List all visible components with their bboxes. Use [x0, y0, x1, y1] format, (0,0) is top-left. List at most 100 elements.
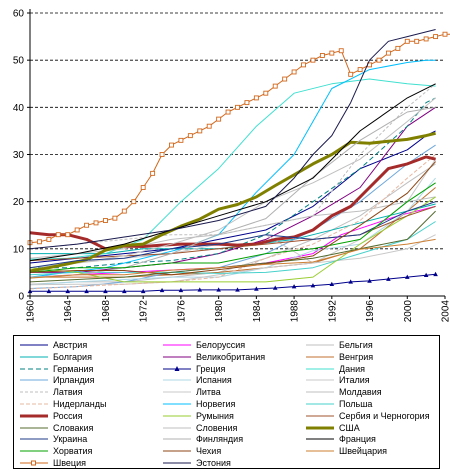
legend-swatch: [20, 414, 48, 418]
series-lines: [27, 29, 450, 294]
data-point: [395, 45, 401, 51]
legend-label: Молдавия: [339, 387, 382, 398]
legend-label: Словакия: [53, 422, 94, 433]
legend-label: Нидерланды: [53, 399, 107, 409]
series-line-27: [29, 182, 436, 273]
y-tick-labels: 0 10 20 30 40 50 60: [13, 9, 25, 303]
data-point: [348, 279, 353, 284]
legend-label: Словения: [196, 422, 238, 433]
y-tick-label: 60: [13, 9, 25, 20]
data-point: [329, 50, 335, 56]
legend-swatch: [306, 426, 334, 430]
data-point: [169, 142, 174, 148]
legend-label: Германия: [53, 363, 94, 374]
legend-swatch: [306, 356, 334, 358]
legend-swatch: [20, 368, 48, 370]
x-tick-label: 1960: [26, 300, 37, 323]
data-point: [329, 281, 335, 287]
series-line-12: [29, 83, 436, 250]
legend-swatch: [163, 462, 191, 464]
data-point: [348, 71, 354, 77]
y-tick-label: 10: [13, 244, 25, 255]
legend-swatch: [163, 391, 191, 393]
x-tick-labels: 1960 1964 1968 1972 1976 1980 1984 1988 1992 1996…: [26, 300, 450, 323]
data-point: [310, 57, 316, 63]
y-tick-label: 20: [13, 197, 25, 208]
legend-label: Греция: [196, 363, 226, 374]
data-point: [319, 53, 325, 58]
data-point: [235, 287, 240, 292]
x-tick-label: 1968: [101, 300, 112, 323]
legend-label: Италия: [339, 375, 370, 386]
data-point: [55, 232, 61, 238]
legend-swatch: [20, 344, 48, 346]
data-point: [338, 48, 344, 54]
series-line-0: [29, 130, 436, 264]
data-point: [225, 109, 231, 115]
data-point: [103, 218, 108, 223]
data-point: [140, 185, 146, 190]
data-point: [367, 278, 372, 283]
legend-label: Норвегия: [196, 399, 236, 409]
data-point: [253, 95, 259, 101]
legend-swatch: [163, 427, 191, 429]
legend: Австрия Белоруссия Бельгия Болгария Великобр…: [13, 335, 440, 469]
x-tick-label: 1980: [214, 300, 225, 323]
legend-swatch: [163, 438, 191, 440]
data-point: [263, 90, 269, 96]
series-line-21: [29, 210, 436, 283]
series-line-11: [29, 234, 436, 286]
legend-label: Франция: [339, 434, 376, 445]
data-point: [423, 272, 429, 278]
legend-label: Австрия: [53, 340, 88, 350]
legend-label: Польша: [339, 399, 373, 409]
legend-label: Испания: [196, 375, 232, 386]
legend-swatch: [20, 356, 48, 358]
x-tick-label: 1964: [63, 300, 74, 323]
legend-label: Эстония: [196, 458, 231, 468]
series-line-15: [29, 154, 436, 290]
data-point: [65, 288, 71, 294]
legend-label: Финляндия: [196, 434, 244, 445]
data-point: [235, 104, 240, 110]
legend-label: Швейцария: [339, 446, 388, 457]
legend-label: Белоруссия: [196, 340, 246, 350]
data-point: [291, 69, 297, 75]
legend-label: Хорватия: [53, 446, 93, 457]
legend-swatch: [20, 379, 48, 381]
data-point: [187, 133, 193, 139]
data-point: [404, 274, 410, 279]
legend-swatch: [163, 415, 191, 417]
data-point: [216, 116, 222, 122]
legend-swatch: [20, 438, 48, 440]
legend-swatch: [163, 356, 191, 358]
legend-swatch: [163, 379, 191, 381]
data-point: [65, 232, 71, 238]
x-tick-label: 1996: [365, 300, 376, 323]
axes: [27, 9, 446, 299]
x-tick-label: 2000: [403, 300, 414, 323]
legend-label: Бельгия: [339, 340, 373, 350]
legend-swatch: [306, 415, 334, 417]
legend-swatch: [20, 391, 48, 393]
data-point: [357, 67, 363, 73]
series-line-20: [29, 205, 436, 262]
legend-swatch: [306, 450, 334, 452]
x-tick-label: 1988: [290, 300, 301, 323]
data-point: [74, 227, 80, 233]
data-point: [150, 170, 156, 176]
series-line-29: [29, 238, 436, 279]
legend-label: Дания: [339, 363, 365, 374]
data-point: [84, 222, 90, 228]
data-point: [386, 276, 391, 281]
data-point: [385, 50, 391, 56]
legend-swatch: [20, 427, 48, 429]
legend-label: Швеция: [53, 458, 86, 468]
series-line-24: [29, 201, 436, 269]
series-line-31: [29, 29, 436, 250]
chart-background: [0, 0, 450, 330]
data-point: [122, 288, 127, 294]
series-line-28: [29, 161, 436, 276]
legend-label: Чехия: [196, 446, 222, 457]
